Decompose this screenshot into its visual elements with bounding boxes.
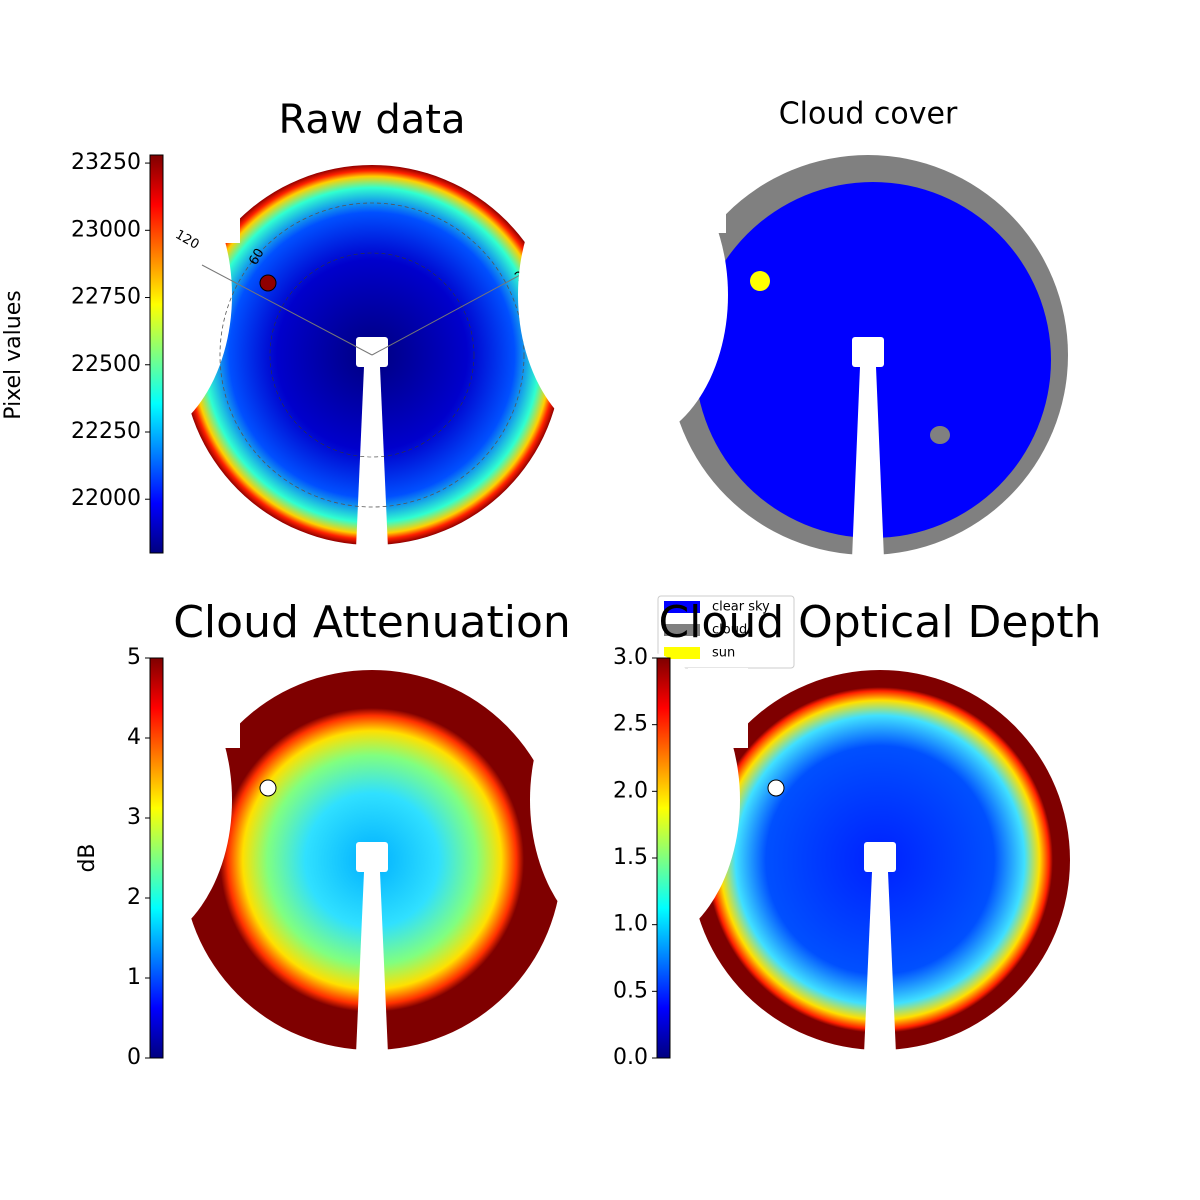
panel-title: Cloud Attenuation: [173, 597, 571, 648]
mask-notch: [22, 650, 232, 950]
colorbar-tick-label: 22000: [71, 486, 141, 511]
polar-ring: [219, 202, 525, 508]
colorbar-tick-label: 22250: [71, 419, 141, 444]
mask-corner: [666, 153, 726, 233]
mask-notch: [22, 145, 232, 445]
sun-spot: [259, 274, 277, 292]
colorbar-tick-label: 4: [127, 725, 141, 750]
camera-arm: [356, 872, 388, 1054]
colorbar: [149, 154, 164, 554]
colorbar-tick-label: 3: [127, 805, 141, 830]
colorbar-tick-label: 22750: [71, 285, 141, 310]
sky-image: [518, 145, 1068, 559]
sun-region: [750, 271, 770, 291]
colorbar-tick-label: 1.5: [613, 845, 648, 870]
camera-head: [356, 337, 388, 367]
colorbar: [656, 657, 671, 1059]
colorbar-label: Pixel values: [1, 290, 26, 419]
colorbar-tick-label: 5: [127, 645, 141, 670]
legend: clear sky cloud sun: [657, 595, 795, 669]
mask-corner: [180, 668, 240, 748]
mask-corner: [180, 163, 240, 243]
colorbar-tick-label: 23250: [71, 150, 141, 175]
camera-head: [864, 842, 896, 872]
camera-arm: [356, 367, 388, 549]
legend-label: cloud: [712, 623, 747, 638]
colorbar-tick-label: 23000: [71, 217, 141, 242]
sky-image: [22, 650, 562, 1054]
sky-image: [530, 650, 1070, 1054]
mask-notch: [530, 650, 740, 950]
legend-swatch: [664, 647, 700, 659]
colorbar: [149, 657, 164, 1059]
panel-title: Cloud cover: [779, 97, 958, 132]
colorbar-tick-label: 0.0: [613, 1045, 648, 1070]
mask-corner: [688, 668, 748, 748]
polar-spoke: [201, 264, 373, 356]
legend-label: sun: [712, 646, 735, 661]
legend-label: clear sky: [712, 600, 770, 615]
cloud-patch: [930, 426, 950, 444]
colorbar-tick-label: 22500: [71, 352, 141, 377]
legend-swatch: [664, 601, 700, 613]
panel-title: Cloud Optical Depth: [658, 597, 1101, 648]
colorbar-tick-label: 2.0: [613, 778, 648, 803]
colorbar-tick-label: 1: [127, 965, 141, 990]
camera-head: [356, 842, 388, 872]
colorbar-tick-label: 2.5: [613, 712, 648, 737]
polar-label: 60: [246, 246, 267, 268]
sun-spot: [767, 779, 785, 797]
colorbar-tick-label: 2: [127, 885, 141, 910]
camera-arm: [864, 872, 896, 1054]
panel-title: Raw data: [279, 97, 466, 143]
polar-ring: [269, 252, 475, 458]
sun-spot: [259, 779, 277, 797]
colorbar-tick-label: 0: [127, 1045, 141, 1070]
legend-swatch: [664, 624, 700, 636]
camera-head: [852, 337, 884, 367]
camera-arm: [852, 367, 884, 559]
colorbar-tick-label: 0.5: [613, 978, 648, 1003]
colorbar-tick-label: 3.0: [613, 645, 648, 670]
colorbar-tick-label: 1.0: [613, 912, 648, 937]
colorbar-label: dB: [75, 843, 100, 872]
